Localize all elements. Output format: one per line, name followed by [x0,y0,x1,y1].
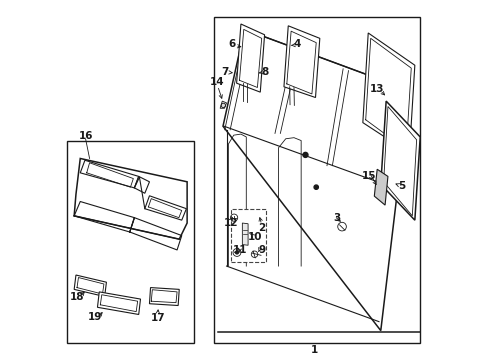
Polygon shape [383,107,416,216]
Text: 4: 4 [293,40,301,49]
Text: 5: 5 [398,181,405,192]
Circle shape [313,185,318,189]
Text: 18: 18 [69,292,84,302]
Text: 7: 7 [221,67,228,77]
Text: 15: 15 [361,171,376,181]
Text: 1: 1 [310,345,317,355]
Bar [230,209,265,262]
Text: 9: 9 [258,245,265,255]
Bar [214,17,419,343]
Polygon shape [223,30,408,330]
Bar [67,140,194,343]
Polygon shape [149,288,179,306]
Polygon shape [74,158,187,239]
Text: 6: 6 [228,40,235,49]
Text: 3: 3 [333,213,340,223]
Text: 14: 14 [210,77,224,87]
Text: 10: 10 [247,232,262,242]
Polygon shape [134,176,149,193]
Polygon shape [373,169,387,205]
Polygon shape [74,275,106,297]
Polygon shape [97,292,140,315]
Polygon shape [380,101,419,220]
Polygon shape [362,33,414,153]
Polygon shape [242,223,247,245]
Polygon shape [236,24,264,92]
Polygon shape [144,196,186,220]
Circle shape [235,251,238,254]
Text: 19: 19 [87,312,102,322]
Text: 8: 8 [261,67,268,77]
Polygon shape [220,101,226,108]
Text: 11: 11 [232,245,247,255]
Text: 17: 17 [150,313,164,323]
Text: 2: 2 [258,224,265,233]
Text: 16: 16 [78,131,93,141]
Text: 13: 13 [369,84,384,94]
Text: 12: 12 [223,218,238,228]
Circle shape [303,152,307,157]
Polygon shape [80,160,139,188]
Polygon shape [284,26,319,98]
